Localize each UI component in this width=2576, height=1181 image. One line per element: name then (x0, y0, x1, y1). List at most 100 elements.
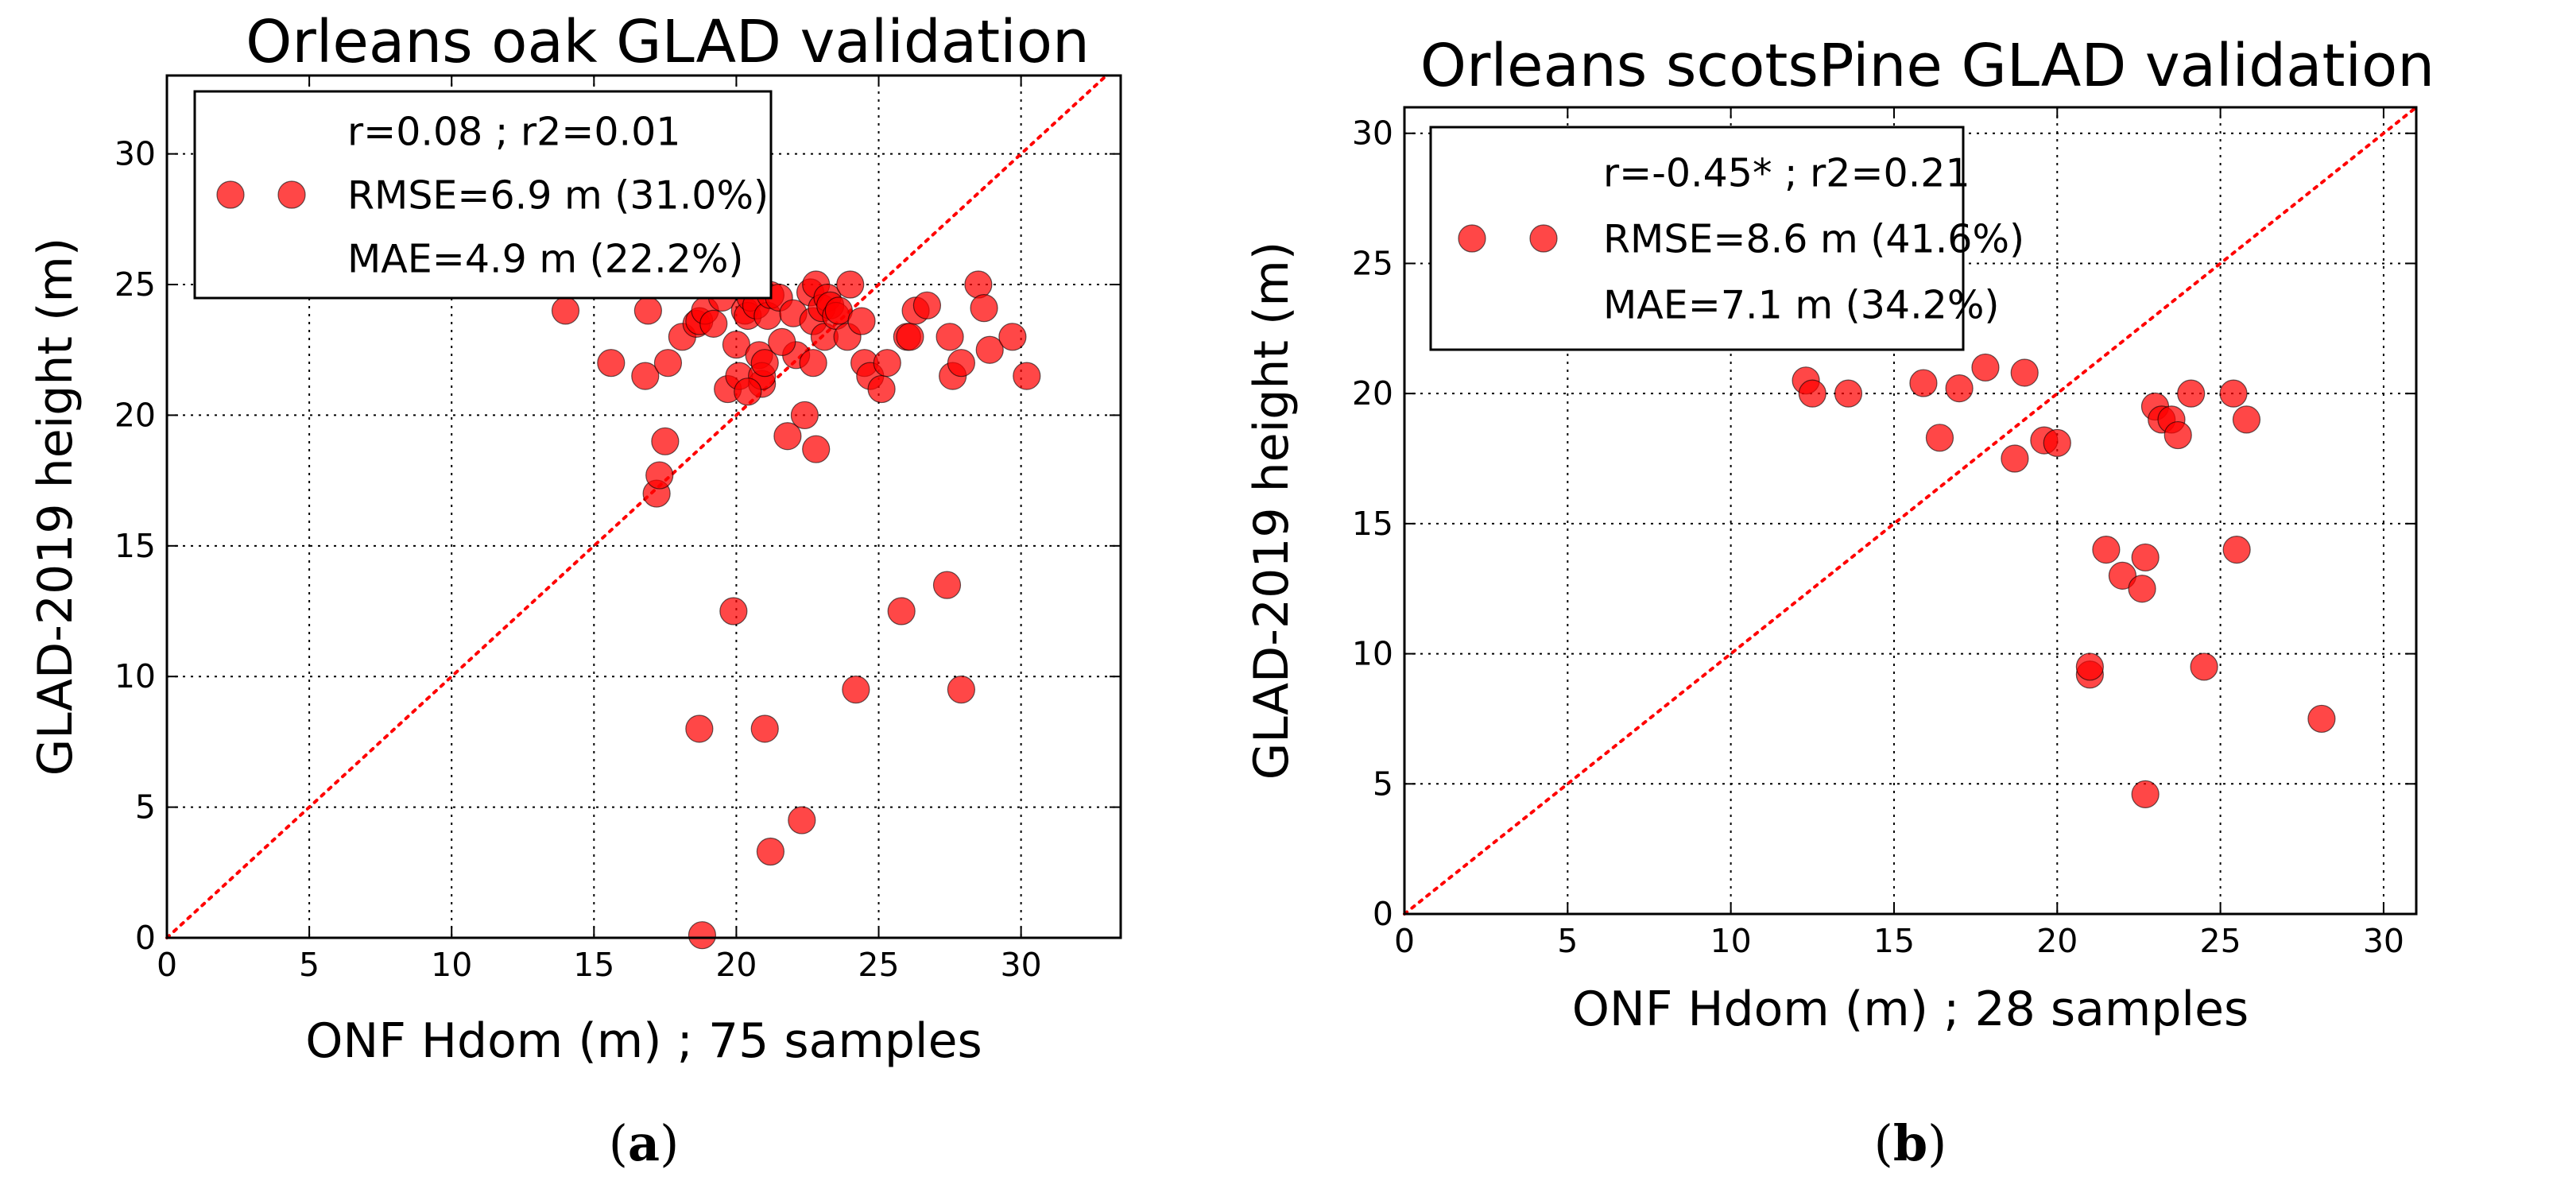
plot-frame (165, 74, 1122, 939)
data-point (699, 309, 728, 338)
y-tick-label: 10 (1352, 635, 1393, 673)
x-tick-label: 15 (573, 946, 614, 984)
chart-title: Orleans oak GLAD validation (246, 8, 1090, 76)
y-tick-label: 30 (1352, 114, 1393, 153)
data-point (847, 307, 876, 335)
y-tick-label: 0 (135, 919, 156, 957)
plot-frame (1403, 106, 2418, 916)
data-point (1945, 374, 1974, 403)
y-tick-label: 15 (114, 527, 156, 565)
y-tick-label: 5 (135, 788, 156, 827)
data-point (2219, 379, 2248, 408)
y-tick-label: 5 (1373, 765, 1393, 803)
data-point (947, 349, 976, 378)
panel-label-close: ) (660, 1114, 679, 1172)
data-point (2043, 428, 2071, 457)
data-point (773, 422, 802, 451)
x-tick-label: 30 (2363, 922, 2404, 960)
legend-text: MAE=4.9 m (22.2%) (347, 237, 744, 282)
x-tick-label: 10 (431, 946, 472, 984)
data-point (653, 349, 683, 378)
chart-scotspine: 0 5 10 15 20 25 30 0 5 10 15 20 25 30 Orleans scotsPin… (1244, 32, 2435, 1172)
x-tick-label: 20 (2036, 922, 2078, 960)
data-point (1798, 379, 1826, 408)
data-point (2232, 405, 2261, 434)
data-point (2163, 420, 2192, 450)
y-tick-label: 25 (1352, 244, 1393, 282)
data-point (788, 806, 816, 834)
legend-text: r=-0.45* ; r2=0.21 (1603, 151, 1970, 196)
data-point (896, 323, 924, 351)
panel-label: (a) (609, 1114, 680, 1172)
data-point (631, 362, 660, 390)
data-point (2108, 561, 2137, 590)
data-point (2131, 780, 2160, 808)
data-point (970, 294, 998, 323)
data-point (750, 349, 779, 378)
data-point (2131, 543, 2160, 572)
data-point (2001, 444, 2029, 473)
one-to-one-line (165, 74, 1109, 939)
x-axis-label: ONF Hdom (m) ; 75 samples (305, 1013, 982, 1069)
data-point (685, 714, 714, 743)
data-point (887, 597, 916, 625)
data-point (790, 401, 819, 430)
legend-text: r=0.08 ; r2=0.01 (347, 110, 680, 155)
data-point (873, 349, 901, 378)
x-tick-label: 5 (1557, 922, 1578, 960)
data-point (947, 676, 976, 704)
data-point (867, 374, 896, 404)
one-to-one-line (1403, 106, 2418, 916)
panel-label-open: ( (1874, 1114, 1893, 1172)
data-point (633, 296, 662, 325)
chart-title: Orleans scotsPine GLAD validation (1420, 32, 2435, 100)
x-tick-label: 25 (2200, 922, 2241, 960)
data-point (998, 323, 1027, 351)
data-point (651, 427, 680, 455)
data-point (2092, 536, 2121, 564)
data-point (645, 461, 674, 490)
data-point (932, 571, 962, 599)
data-point (1013, 362, 1041, 390)
y-axis-label: GLAD-2019 height (m) (1244, 242, 1300, 780)
data-point (1925, 424, 1954, 452)
data-point (719, 597, 748, 625)
data-point (597, 349, 626, 378)
data-point (2222, 536, 2251, 564)
x-tick-label: 10 (1710, 922, 1752, 960)
x-tick-label: 15 (1873, 922, 1915, 960)
y-tick-label: 25 (114, 265, 156, 304)
y-tick-label: 15 (1352, 505, 1393, 543)
data-point (802, 435, 831, 463)
data-point (912, 291, 942, 319)
data-point (768, 327, 796, 356)
legend-marker (216, 180, 245, 209)
panel-label-close: ) (1927, 1114, 1947, 1172)
data-point (2177, 379, 2206, 408)
x-tick-label: 20 (715, 946, 757, 984)
y-tick-label: 0 (1373, 895, 1393, 933)
y-tick-label: 20 (1352, 374, 1393, 412)
x-tick-label: 0 (157, 946, 177, 984)
data-point (1971, 353, 2000, 382)
data-point (799, 349, 827, 378)
data-point (750, 714, 779, 743)
data-point (1834, 379, 1863, 408)
data-point (2128, 575, 2156, 603)
data-point (975, 335, 1004, 364)
legend-marker (1529, 224, 1558, 253)
legend-text: RMSE=6.9 m (31.0%) (347, 173, 769, 219)
y-tick-label: 10 (114, 657, 156, 695)
data-point (1909, 369, 1938, 397)
legend-box (1429, 126, 1965, 351)
y-tick-label: 30 (114, 135, 156, 173)
y-axis-label: GLAD-2019 height (m) (28, 238, 83, 776)
data-point (688, 921, 717, 950)
x-tick-label: 5 (299, 946, 320, 984)
x-tick-label: 30 (1001, 946, 1042, 984)
data-point (964, 270, 993, 299)
data-point (842, 676, 870, 704)
data-point (935, 323, 964, 351)
legend-marker (1458, 224, 1486, 253)
